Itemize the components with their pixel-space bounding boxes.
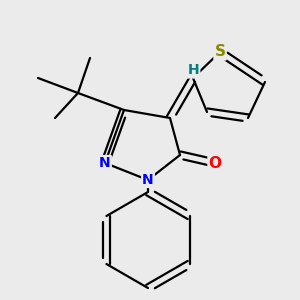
Text: S: S bbox=[214, 44, 226, 59]
Text: N: N bbox=[99, 156, 111, 170]
Text: N: N bbox=[142, 173, 154, 187]
Text: O: O bbox=[208, 155, 221, 170]
Text: H: H bbox=[188, 64, 199, 77]
